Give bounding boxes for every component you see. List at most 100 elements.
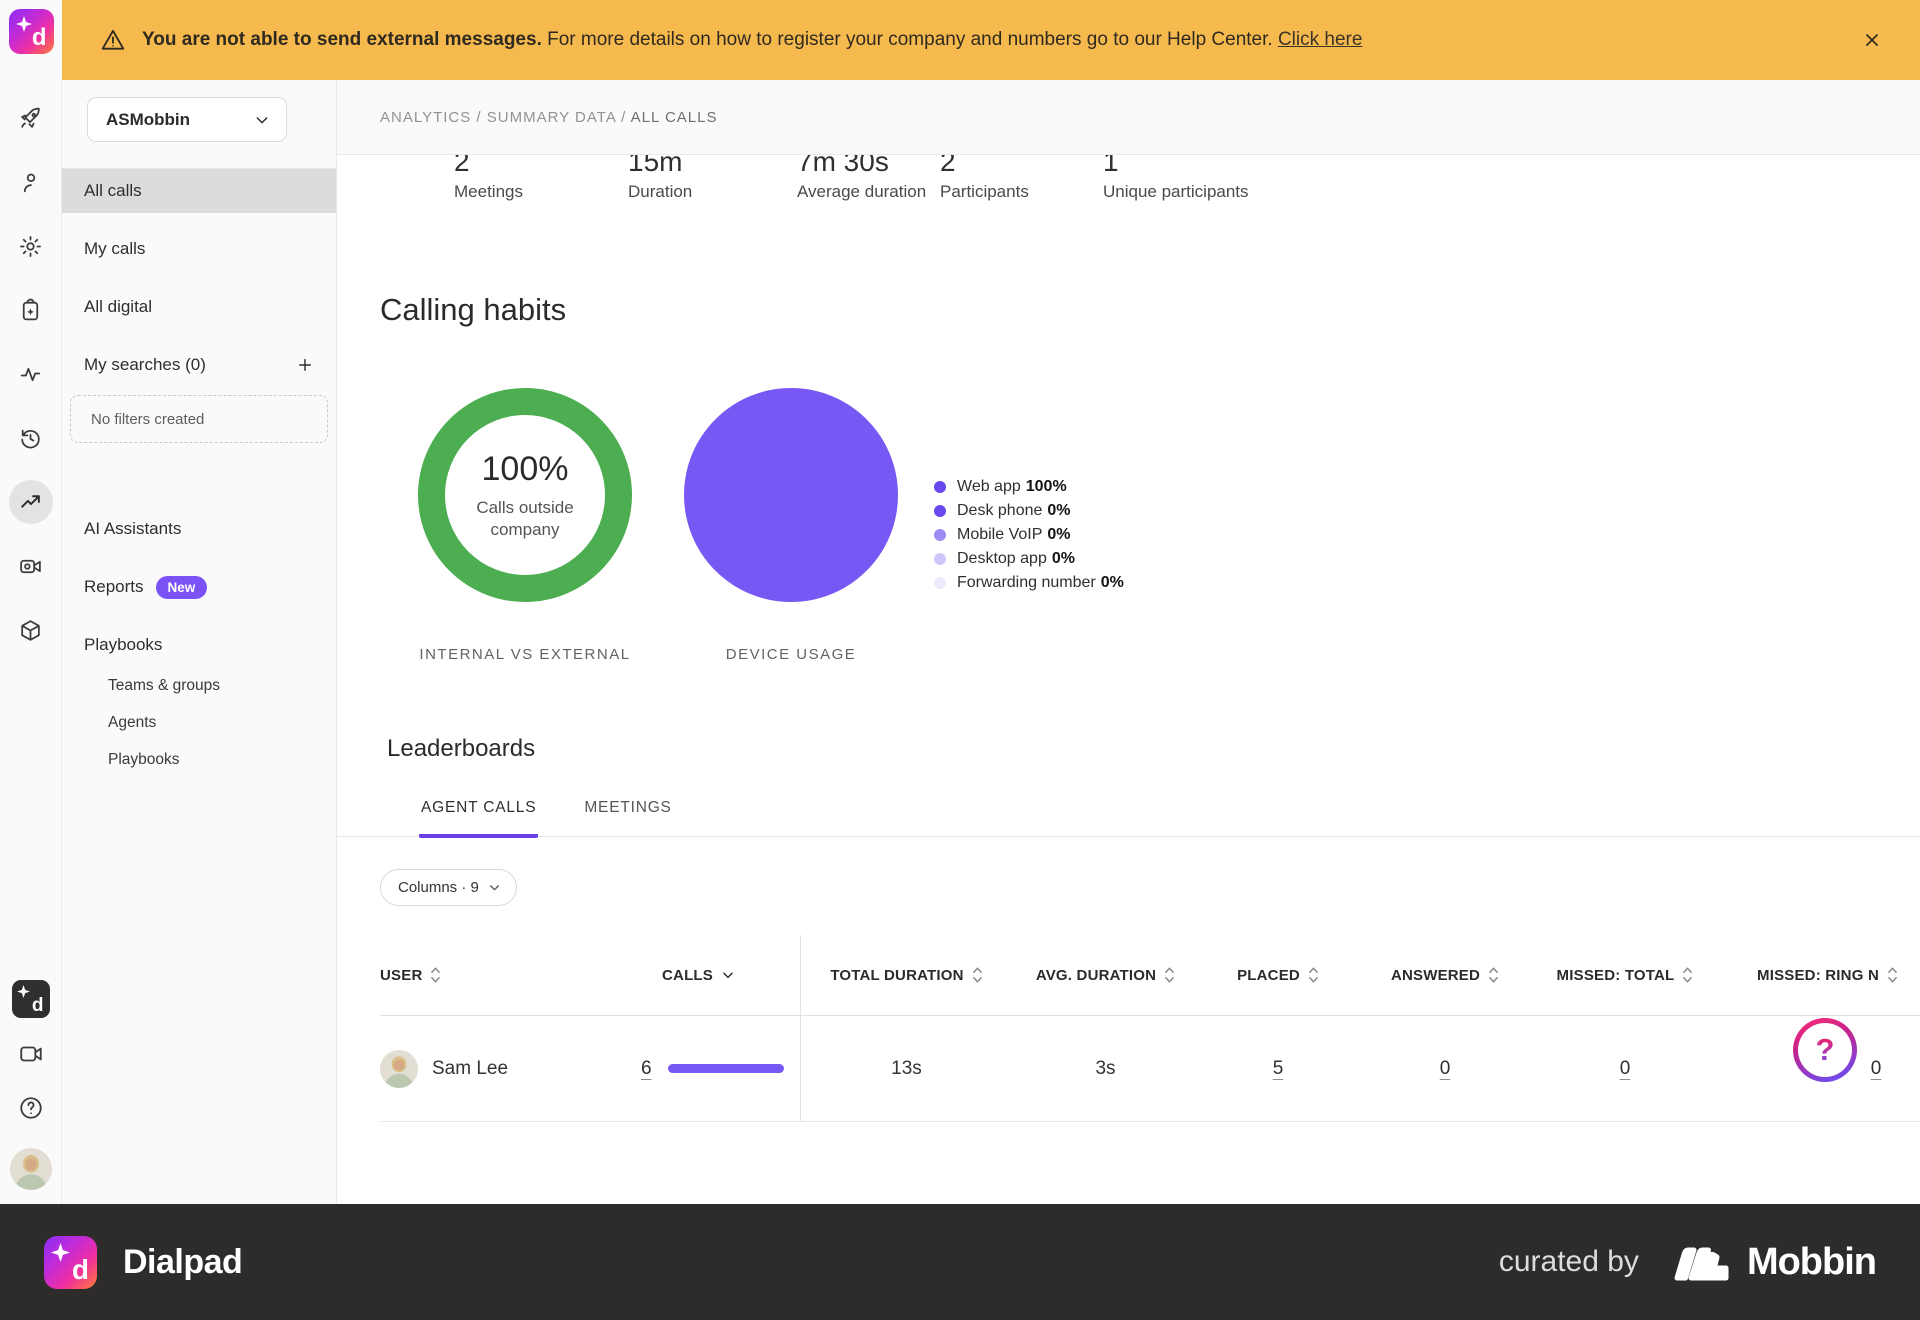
sparkle-icon	[51, 1242, 70, 1262]
user-cell[interactable]: Sam Lee	[380, 1016, 597, 1121]
column-header-total-duration[interactable]: TOTAL DURATION	[800, 935, 1012, 1015]
plus-icon	[299, 359, 311, 371]
legend-dot	[934, 529, 946, 541]
content: 2 Meetings 15m Duration 7m 30s Average dura…	[337, 155, 1920, 1204]
rocket-icon	[21, 107, 40, 128]
stat-participants: 2 Participants	[940, 155, 1029, 201]
cube-icon	[21, 619, 40, 641]
warning-banner: You are not able to send external messag…	[62, 0, 1920, 80]
dialpad-wordmark: Dialpad	[123, 1242, 243, 1281]
dialpad-footer-logo: d	[44, 1235, 97, 1289]
legend-dot	[934, 553, 946, 565]
rail-playbooks-button[interactable]	[9, 608, 53, 652]
question-circle-icon	[19, 1097, 42, 1119]
table-header-row: USER CALLS TOTAL DURATION AVG. DURATION …	[380, 935, 1920, 1016]
leaderboard-table: USER CALLS TOTAL DURATION AVG. DURATION …	[380, 935, 1920, 1122]
missed-total-cell: 0	[1533, 1016, 1717, 1121]
tab-meetings[interactable]: MEETINGS	[582, 799, 673, 838]
stats-row: 2 Meetings 15m Duration 7m 30s Average dura…	[337, 155, 1920, 202]
column-header-answered[interactable]: ANSWERED	[1357, 935, 1533, 1015]
rail-settings-button[interactable]	[9, 224, 53, 268]
column-header-missed-total[interactable]: MISSED: TOTAL	[1533, 935, 1717, 1015]
rail-analytics-button[interactable]	[8, 480, 53, 524]
rail-help-button[interactable]	[9, 1086, 53, 1130]
legend-item: Web app 100%	[934, 478, 1124, 496]
sidebar: ASMobbin All calls My calls All digital …	[62, 80, 337, 1204]
sort-icon	[1888, 967, 1897, 983]
video-camera-icon	[19, 1046, 42, 1062]
tab-agent-calls[interactable]: AGENT CALLS	[419, 799, 539, 838]
calls-count-link[interactable]: 6	[641, 1057, 652, 1079]
donut-value: 100%	[481, 450, 569, 489]
sidebar-item-teams-groups[interactable]: Teams & groups	[108, 676, 220, 694]
chevron-down-icon	[489, 885, 499, 891]
leaderboards-title: Leaderboards	[387, 735, 536, 762]
banner-click-here-link[interactable]: Click here	[1277, 29, 1363, 50]
banner-close-button[interactable]	[1862, 30, 1882, 50]
sidebar-item-agents[interactable]: Agents	[108, 713, 157, 731]
answered-cell: 0	[1357, 1016, 1533, 1121]
app-logo-cell: d	[0, 0, 62, 80]
sort-icon	[972, 967, 982, 983]
sidebar-item-playbooks-sub[interactable]: Playbooks	[108, 750, 180, 768]
rail-meetings-button[interactable]	[9, 1032, 53, 1076]
sort-icon	[1309, 967, 1318, 983]
answered-link[interactable]: 0	[1439, 1057, 1451, 1079]
missed-ring-cell: 0	[1717, 1016, 1920, 1121]
sidebar-item-all-calls[interactable]: All calls	[62, 169, 336, 213]
sidebar-item-playbooks[interactable]: Playbooks	[84, 635, 163, 654]
placed-link[interactable]: 5	[1272, 1057, 1284, 1079]
sidebar-item-ai-assistants[interactable]: AI Assistants	[84, 519, 182, 538]
stat-duration: 15m Duration	[628, 155, 693, 201]
sort-desc-icon	[723, 972, 733, 979]
total-duration-cell: 13s	[800, 1016, 1012, 1121]
mobbin-wordmark: Mobbin	[1746, 1240, 1877, 1283]
rail-history-button[interactable]	[9, 416, 53, 460]
sidebar-item-all-digital[interactable]: All digital	[84, 297, 153, 316]
rail-ai-notes-button[interactable]	[9, 288, 53, 332]
sort-icon	[1165, 967, 1175, 983]
avatar-image	[9, 1148, 52, 1190]
breadcrumb: ANALYTICS / SUMMARY DATA / ALL CALLS	[380, 109, 718, 126]
column-header-placed[interactable]: PLACED	[1199, 935, 1357, 1015]
main: ANALYTICS / SUMMARY DATA / ALL CALLS 2 Me…	[337, 80, 1920, 1204]
new-badge: New	[155, 575, 208, 599]
charts-row: 100% Calls outside company Web app 100% D…	[418, 388, 1920, 602]
add-search-button[interactable]	[296, 356, 314, 374]
column-header-user[interactable]: USER	[380, 935, 597, 1015]
column-header-missed-ring[interactable]: MISSED: RING N	[1717, 935, 1920, 1015]
columns-button[interactable]: Columns · 9	[380, 869, 517, 906]
rail-ai-meetings-button[interactable]	[9, 544, 53, 588]
sidebar-item-my-searches[interactable]: My searches (0)	[62, 343, 336, 387]
icon-rail: d	[0, 80, 62, 1204]
avg-duration-cell: 3s	[1095, 1057, 1116, 1079]
rail-launch-button[interactable]	[9, 96, 53, 140]
missed-ring-link[interactable]: 0	[1870, 1057, 1882, 1079]
help-fab-button[interactable]: ?	[1793, 1018, 1857, 1082]
rail-activity-button[interactable]	[9, 352, 53, 396]
missed-total-link[interactable]: 0	[1619, 1057, 1631, 1079]
sort-icon	[1489, 967, 1498, 983]
mobbin-mark-icon	[1674, 1247, 1729, 1281]
user-avatar[interactable]	[9, 1148, 52, 1190]
sidebar-item-my-calls[interactable]: My calls	[84, 239, 146, 258]
question-mark-icon: ?	[1815, 1032, 1835, 1067]
breadcrumb-current: ALL CALLS	[630, 108, 718, 126]
workspace-select[interactable]: ASMobbin	[87, 97, 287, 142]
sidebar-item-reports[interactable]: Reports New	[62, 565, 336, 609]
calls-bar	[667, 1064, 784, 1073]
video-gear-icon	[20, 559, 41, 573]
sparkle-icon	[16, 985, 30, 998]
breadcrumb-path[interactable]: ANALYTICS / SUMMARY DATA /	[380, 108, 631, 126]
legend-dot	[934, 481, 946, 493]
main-header: ANALYTICS / SUMMARY DATA / ALL CALLS	[337, 80, 1920, 155]
calling-habits-title: Calling habits	[380, 292, 567, 327]
column-header-avg-duration[interactable]: AVG. DURATION	[1012, 935, 1199, 1015]
no-filters-notice: No filters created	[70, 395, 328, 443]
leaderboards-tabs: AGENT CALLS MEETINGS	[337, 799, 1920, 838]
sparkle-icon	[15, 16, 32, 32]
dialpad-ai-badge[interactable]: d	[11, 980, 50, 1018]
column-header-calls[interactable]: CALLS	[597, 935, 800, 1015]
internal-external-donut: 100% Calls outside company	[418, 388, 632, 602]
rail-contacts-button[interactable]	[9, 160, 53, 204]
